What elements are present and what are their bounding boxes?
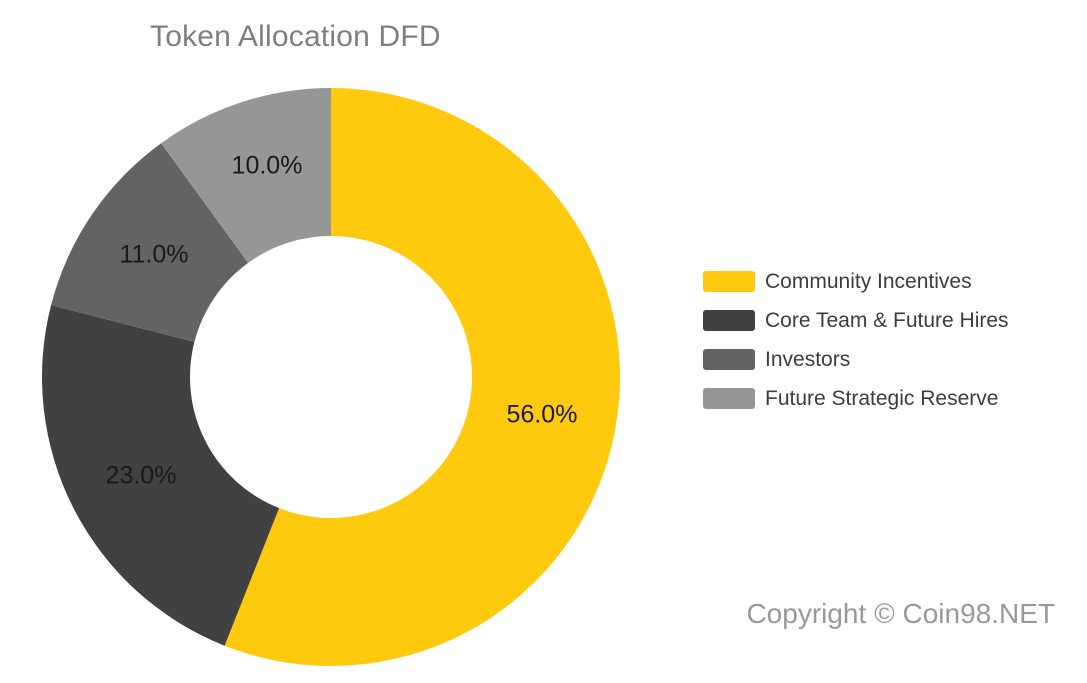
donut-slice-group	[42, 88, 620, 666]
legend-item[interactable]: Core Team & Future Hires	[703, 301, 1053, 340]
donut-svg	[42, 88, 620, 666]
legend-item-label: Community Incentives	[765, 270, 972, 293]
legend-color-swatch	[703, 310, 755, 331]
legend-color-swatch	[703, 271, 755, 292]
donut-slice[interactable]	[224, 88, 620, 666]
legend-color-swatch	[703, 388, 755, 409]
chart-title: Token Allocation DFD	[150, 20, 441, 53]
legend-item-label: Investors	[765, 348, 851, 371]
legend-color-swatch	[703, 349, 755, 370]
donut-chart: 56.0% 23.0% 11.0% 10.0%	[42, 88, 620, 666]
chart-legend: Community Incentives Core Team & Future H…	[703, 262, 1053, 418]
legend-item[interactable]: Community Incentives	[703, 262, 1053, 301]
donut-slice[interactable]	[51, 143, 249, 342]
donut-slice[interactable]	[161, 88, 331, 263]
legend-item[interactable]: Future Strategic Reserve	[703, 379, 1053, 418]
copyright-notice: Copyright © Coin98.NET	[746, 598, 1055, 629]
legend-item[interactable]: Investors	[703, 340, 1053, 379]
donut-slice[interactable]	[42, 305, 280, 646]
legend-item-label: Core Team & Future Hires	[765, 309, 1009, 332]
legend-item-label: Future Strategic Reserve	[765, 387, 999, 410]
